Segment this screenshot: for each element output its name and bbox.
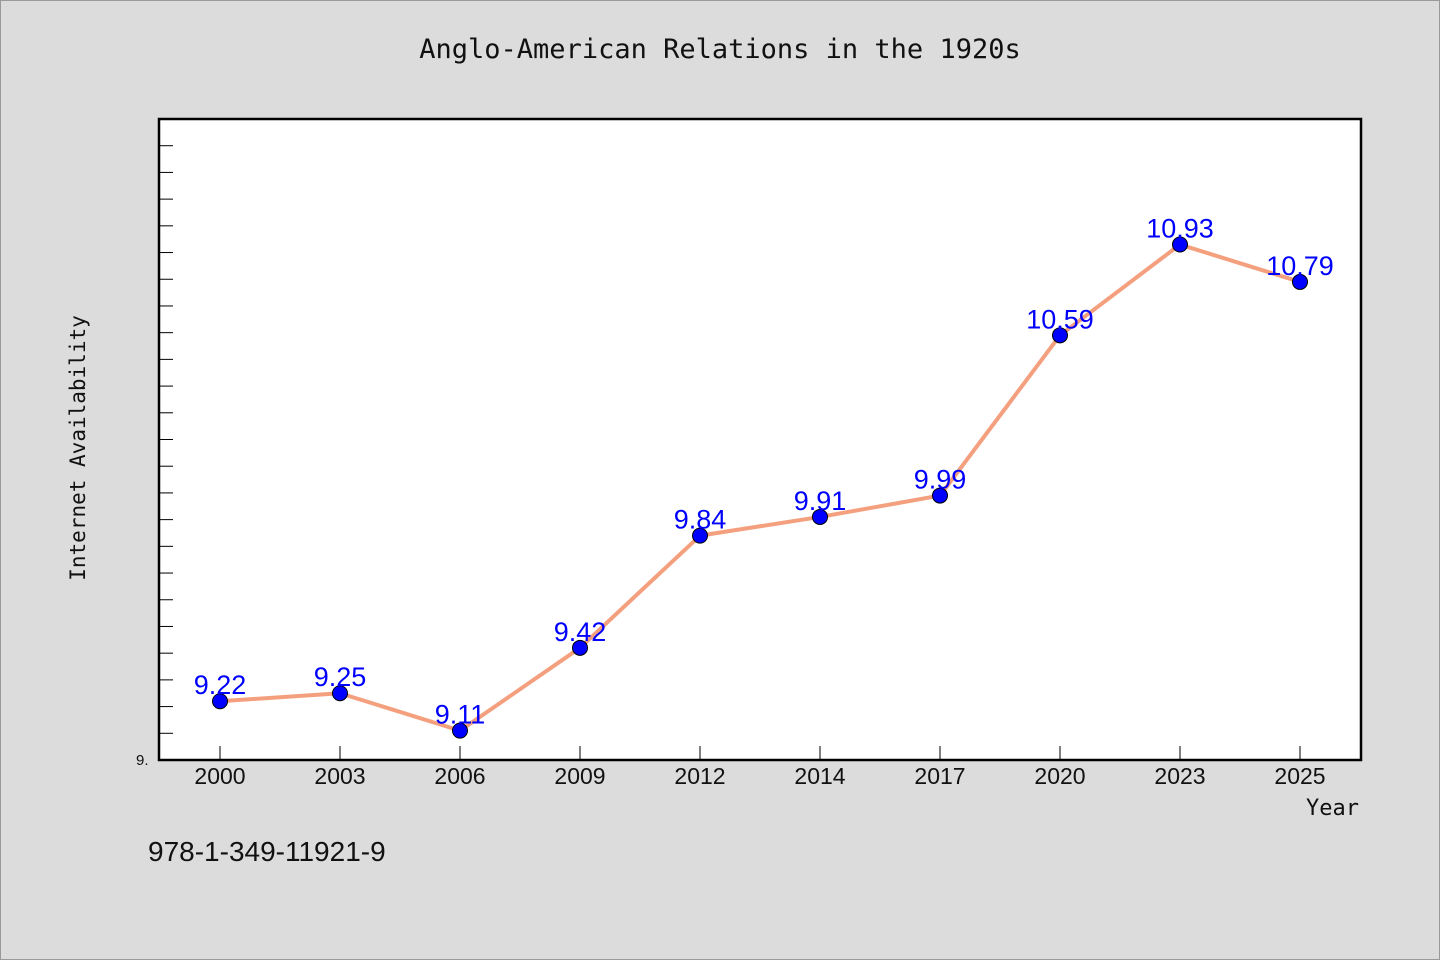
data-label: 9.22 [194,670,247,700]
data-label: 9.42 [554,617,607,647]
x-tick-label: 2023 [1154,763,1205,789]
data-point [1172,236,1188,253]
plot-area [157,117,1363,762]
series-line [218,242,1302,733]
data-label: 9.99 [914,465,967,495]
x-axis-label: Year [1306,796,1359,821]
x-tick-label: 2006 [434,763,485,789]
chart-title: Anglo-American Relations in the 1920s [419,34,1021,65]
data-point [572,639,588,656]
x-tick-label: 2014 [794,763,845,789]
data-point [692,527,708,544]
data-label: 10.93 [1146,214,1214,244]
x-tick-label: 2000 [194,763,245,789]
data-labels-group: 9.22 9.25 9.11 9.42 9.84 9.91 9.99 10.59 10.93 10… [194,214,1334,730]
data-label: 10.59 [1026,304,1094,334]
y-ticks: 9. [136,145,173,769]
x-ticks: 2000 2003 2006 2009 2012 2014 2017 2020 2023 2025 [194,746,1326,789]
isbn-text: 978-1-349-11921-9 [148,836,386,867]
data-label: 9.25 [314,662,367,692]
data-point [212,693,228,710]
data-point [452,722,468,739]
data-point [812,508,828,525]
x-tick-label: 2009 [554,763,605,789]
data-label: 9.91 [794,486,847,516]
x-tick-label: 2012 [674,763,725,789]
data-point [1292,273,1308,290]
data-label: 10.79 [1266,251,1334,281]
data-point [332,685,348,702]
data-point [1052,327,1068,344]
points-group [212,236,1308,739]
series-line-group [218,242,1302,733]
data-point [932,487,948,504]
x-tick-label: 2025 [1274,763,1325,789]
x-tick-label: 2017 [914,763,965,789]
data-label: 9.11 [435,700,486,730]
data-label: 9.84 [674,505,727,535]
y-tick-label: 9. [136,752,149,769]
x-tick-label: 2003 [314,763,365,789]
x-tick-label: 2020 [1034,763,1085,789]
